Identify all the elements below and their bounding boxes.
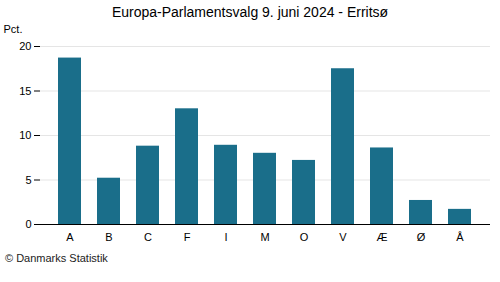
svg-text:I: I <box>224 231 227 243</box>
svg-text:Pct.: Pct. <box>4 23 23 35</box>
svg-text:M: M <box>260 231 269 243</box>
html-text:Europa-Parlamentsvalg 9. juni: Europa-Parlamentsvalg 9. juni 2024 - Err… <box>111 4 389 20</box>
svg-text:Ø: Ø <box>417 231 426 243</box>
svg-text:B: B <box>105 231 112 243</box>
svg-text:Å: Å <box>456 231 464 243</box>
svg-text:O: O <box>300 231 309 243</box>
svg-text:A: A <box>66 231 74 243</box>
svg-text:20: 20 <box>19 40 31 52</box>
svg-text:Æ: Æ <box>377 231 388 243</box>
svg-text:C: C <box>144 231 152 243</box>
svg-text:V: V <box>339 231 347 243</box>
svg-text:15: 15 <box>19 85 31 97</box>
html-text:© Danmarks Statistik: © Danmarks Statistik <box>5 252 108 264</box>
svg-text:5: 5 <box>25 174 31 186</box>
svg-text:10: 10 <box>19 129 31 141</box>
svg-text:0: 0 <box>25 218 31 230</box>
svg-text:F: F <box>184 231 191 243</box>
